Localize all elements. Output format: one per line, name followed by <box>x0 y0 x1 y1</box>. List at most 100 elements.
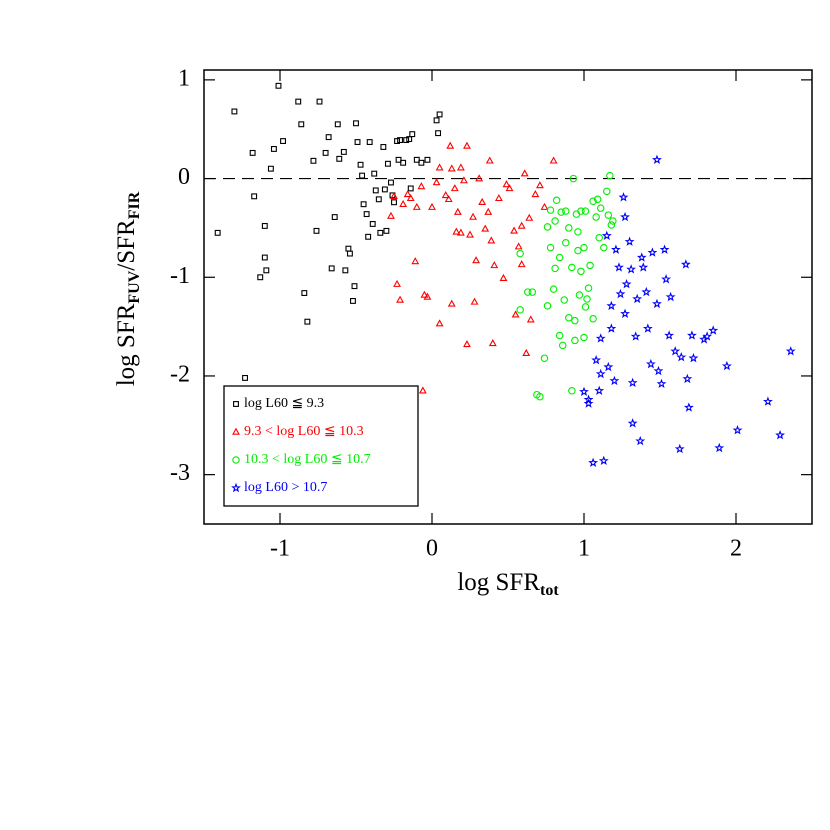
star-point <box>652 154 662 165</box>
circle-point <box>583 295 591 303</box>
square-point <box>381 186 388 193</box>
square-point <box>435 130 442 137</box>
star-point <box>606 300 617 311</box>
circle-point <box>606 171 614 180</box>
ylabel-label-part: FIR <box>126 191 143 219</box>
circle-point <box>557 208 565 216</box>
star-point <box>641 286 652 297</box>
star-point <box>686 330 697 340</box>
star-point <box>594 385 605 395</box>
circle-point <box>568 263 576 272</box>
square-point <box>336 155 343 162</box>
star-point <box>635 435 646 446</box>
star-point <box>638 262 649 272</box>
star-point <box>683 402 694 412</box>
circle-point <box>546 206 555 214</box>
star-point <box>659 244 670 254</box>
triangle-point <box>390 191 398 200</box>
square-point <box>261 222 268 229</box>
square-point <box>257 274 264 281</box>
star-point <box>665 291 676 302</box>
triangle-point <box>510 226 519 234</box>
square-point <box>357 161 364 168</box>
square-point <box>403 137 410 144</box>
square-point <box>409 131 416 138</box>
circle-point <box>592 213 600 221</box>
triangle-point <box>450 184 459 192</box>
triangle-point <box>446 141 455 149</box>
ylabel-label-part: log SFR <box>113 303 140 386</box>
star-point <box>583 398 594 408</box>
triangle-point <box>456 163 465 171</box>
circle-point <box>516 306 524 314</box>
star-point <box>661 274 672 284</box>
square-point <box>359 172 366 179</box>
square-point <box>304 318 311 325</box>
circle-point <box>565 224 573 232</box>
triangle-point <box>522 348 531 357</box>
legend-label: log L60 > 10.7 <box>244 480 327 495</box>
y-tick-label: -2 <box>170 361 190 387</box>
circle-point <box>604 211 613 219</box>
star-point <box>595 333 606 343</box>
legend-label: log L60 ≦ 9.3 <box>244 396 324 411</box>
plot-frame <box>203 69 813 525</box>
triangle-point <box>531 190 540 198</box>
triangle-point <box>399 199 408 207</box>
triangle-point <box>526 315 535 323</box>
circle-point <box>555 253 564 262</box>
star-point <box>664 330 675 340</box>
y-tick-label: 0 <box>178 164 190 190</box>
triangle-point <box>535 181 544 189</box>
square-point <box>395 156 402 163</box>
triangle-point <box>463 141 471 149</box>
square-point <box>340 148 347 155</box>
y-tick-label: -1 <box>170 263 190 289</box>
square-point <box>310 157 317 164</box>
circle-point <box>543 302 552 310</box>
y-tick-label: -3 <box>170 460 190 486</box>
square-point <box>328 265 335 272</box>
triangle-point <box>478 197 487 206</box>
star-point <box>699 334 710 344</box>
triangle-point <box>432 178 441 186</box>
x-tick-label: 0 <box>426 536 438 562</box>
star-point <box>615 288 626 299</box>
triangle-point <box>470 297 479 305</box>
triangle-point <box>487 236 496 244</box>
star-point <box>620 211 630 222</box>
legend-box <box>223 385 419 507</box>
x-tick-label: -1 <box>270 536 290 562</box>
legend-marker <box>232 456 240 464</box>
square-point <box>391 199 397 206</box>
x-tick-label: 1 <box>578 536 590 562</box>
square-point <box>384 160 391 167</box>
square-point <box>249 149 256 156</box>
triangle-point <box>444 194 453 203</box>
triangle-point <box>540 202 549 210</box>
star-point <box>652 298 662 309</box>
square-point <box>363 211 370 218</box>
triangle-point <box>453 207 462 215</box>
circle-point <box>571 336 579 345</box>
triangle-point <box>459 176 468 184</box>
square-point <box>360 201 367 208</box>
star-point <box>688 352 699 363</box>
circle-point <box>543 223 552 231</box>
circle-point <box>607 221 616 229</box>
star-point <box>680 259 691 269</box>
triangle-point <box>420 290 429 298</box>
legend-label: 10.3 < log L60 ≦ 10.7 <box>244 452 371 467</box>
star-point <box>610 244 621 254</box>
square-point <box>251 193 258 200</box>
triangle-point <box>466 230 474 238</box>
square-point <box>313 227 320 234</box>
triangle-point <box>499 273 508 281</box>
triangle-point <box>525 213 534 221</box>
circle-point <box>580 333 588 342</box>
square-point <box>346 250 353 257</box>
xlabel-label-part: tot <box>540 582 559 599</box>
triangle-point <box>517 260 526 268</box>
star-point <box>721 360 732 371</box>
